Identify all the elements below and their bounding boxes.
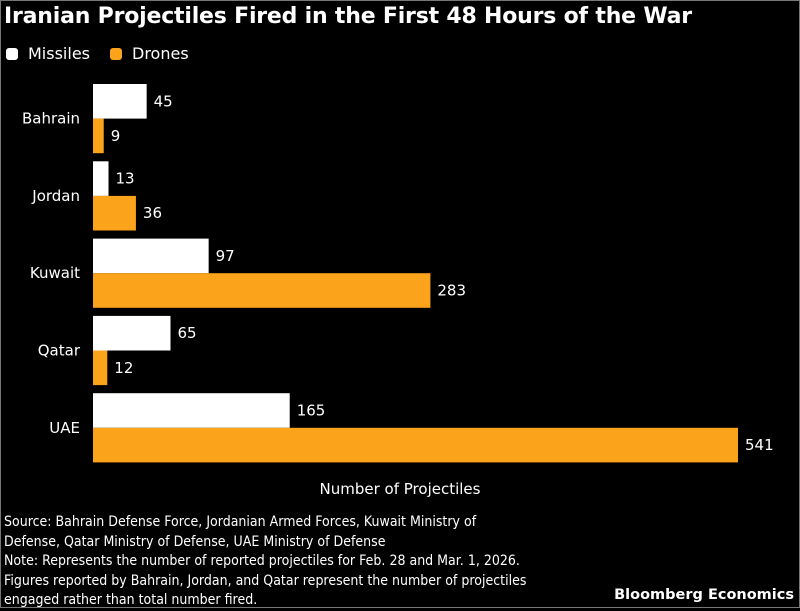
- bar-drones: [93, 195, 136, 231]
- data-label: 13: [115, 170, 134, 188]
- data-label: 541: [745, 436, 774, 454]
- data-label: 36: [143, 204, 162, 222]
- bar-missiles: [93, 393, 290, 428]
- data-label: 65: [177, 324, 196, 342]
- x-axis-label: Number of Projectiles: [320, 480, 481, 498]
- legend-swatch-drones: [110, 47, 122, 60]
- data-label: 45: [154, 92, 173, 110]
- source-line: Source: Bahrain Defense Force, Jordanian…: [4, 514, 477, 530]
- category-label: Kuwait: [30, 264, 80, 282]
- footnote: Source: Bahrain Defense Force, Jordanian…: [4, 513, 526, 611]
- bar-missiles: [93, 238, 209, 274]
- note-line: Figures reported by Bahrain, Jordan, and…: [4, 572, 527, 589]
- source-line: Defense, Qatar Ministry of Defense, UAE …: [4, 533, 386, 550]
- bar-missiles: [93, 84, 147, 119]
- brand-label: Bloomberg Economics: [614, 587, 794, 603]
- bar-drones: [93, 273, 431, 308]
- category-label: UAE: [49, 419, 80, 437]
- bar-drones: [93, 427, 738, 463]
- legend-label-drones: Drones: [132, 44, 189, 63]
- bar-missiles: [93, 161, 109, 196]
- bar-missiles: [93, 315, 171, 351]
- category-label: Qatar: [38, 342, 81, 360]
- category-label: Jordan: [31, 187, 80, 205]
- legend-label-missiles: Missiles: [28, 44, 90, 63]
- legend-swatch-missiles: [6, 47, 18, 60]
- category-label: Bahrain: [22, 110, 80, 128]
- data-label: 12: [114, 359, 133, 377]
- bar-drones: [93, 350, 108, 386]
- bar-drones: [93, 118, 104, 154]
- note-line: engaged rather than total number fired.: [4, 592, 258, 608]
- legend: Missiles Drones: [6, 44, 209, 63]
- data-label: 9: [111, 127, 121, 145]
- data-label: 165: [297, 402, 326, 420]
- note-line: Note: Represents the number of reported …: [4, 553, 520, 569]
- data-label: 283: [437, 282, 466, 300]
- data-label: 97: [216, 247, 235, 265]
- chart-title: Iranian Projectiles Fired in the First 4…: [4, 4, 692, 29]
